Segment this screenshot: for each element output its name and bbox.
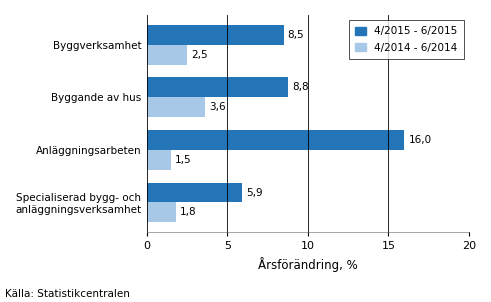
Bar: [147, 25, 284, 45]
Text: 8,5: 8,5: [288, 30, 304, 40]
Bar: [147, 150, 171, 170]
Text: Källa: Statistikcentralen: Källa: Statistikcentralen: [5, 289, 130, 299]
Text: 2,5: 2,5: [191, 50, 208, 60]
Bar: [147, 98, 205, 117]
Bar: [147, 130, 405, 150]
Bar: [147, 182, 242, 203]
X-axis label: Årsförändring, %: Årsförändring, %: [258, 257, 357, 272]
Bar: [147, 77, 289, 98]
Legend: 4/2015 - 6/2015, 4/2014 - 6/2014: 4/2015 - 6/2015, 4/2014 - 6/2014: [349, 20, 464, 59]
Text: 8,8: 8,8: [293, 82, 309, 92]
Text: 1,5: 1,5: [175, 155, 191, 165]
Text: 1,8: 1,8: [180, 207, 196, 217]
Text: 5,9: 5,9: [246, 188, 262, 198]
Bar: [147, 45, 187, 65]
Bar: [147, 203, 176, 223]
Text: 16,0: 16,0: [409, 135, 432, 145]
Text: 3,6: 3,6: [209, 102, 225, 112]
